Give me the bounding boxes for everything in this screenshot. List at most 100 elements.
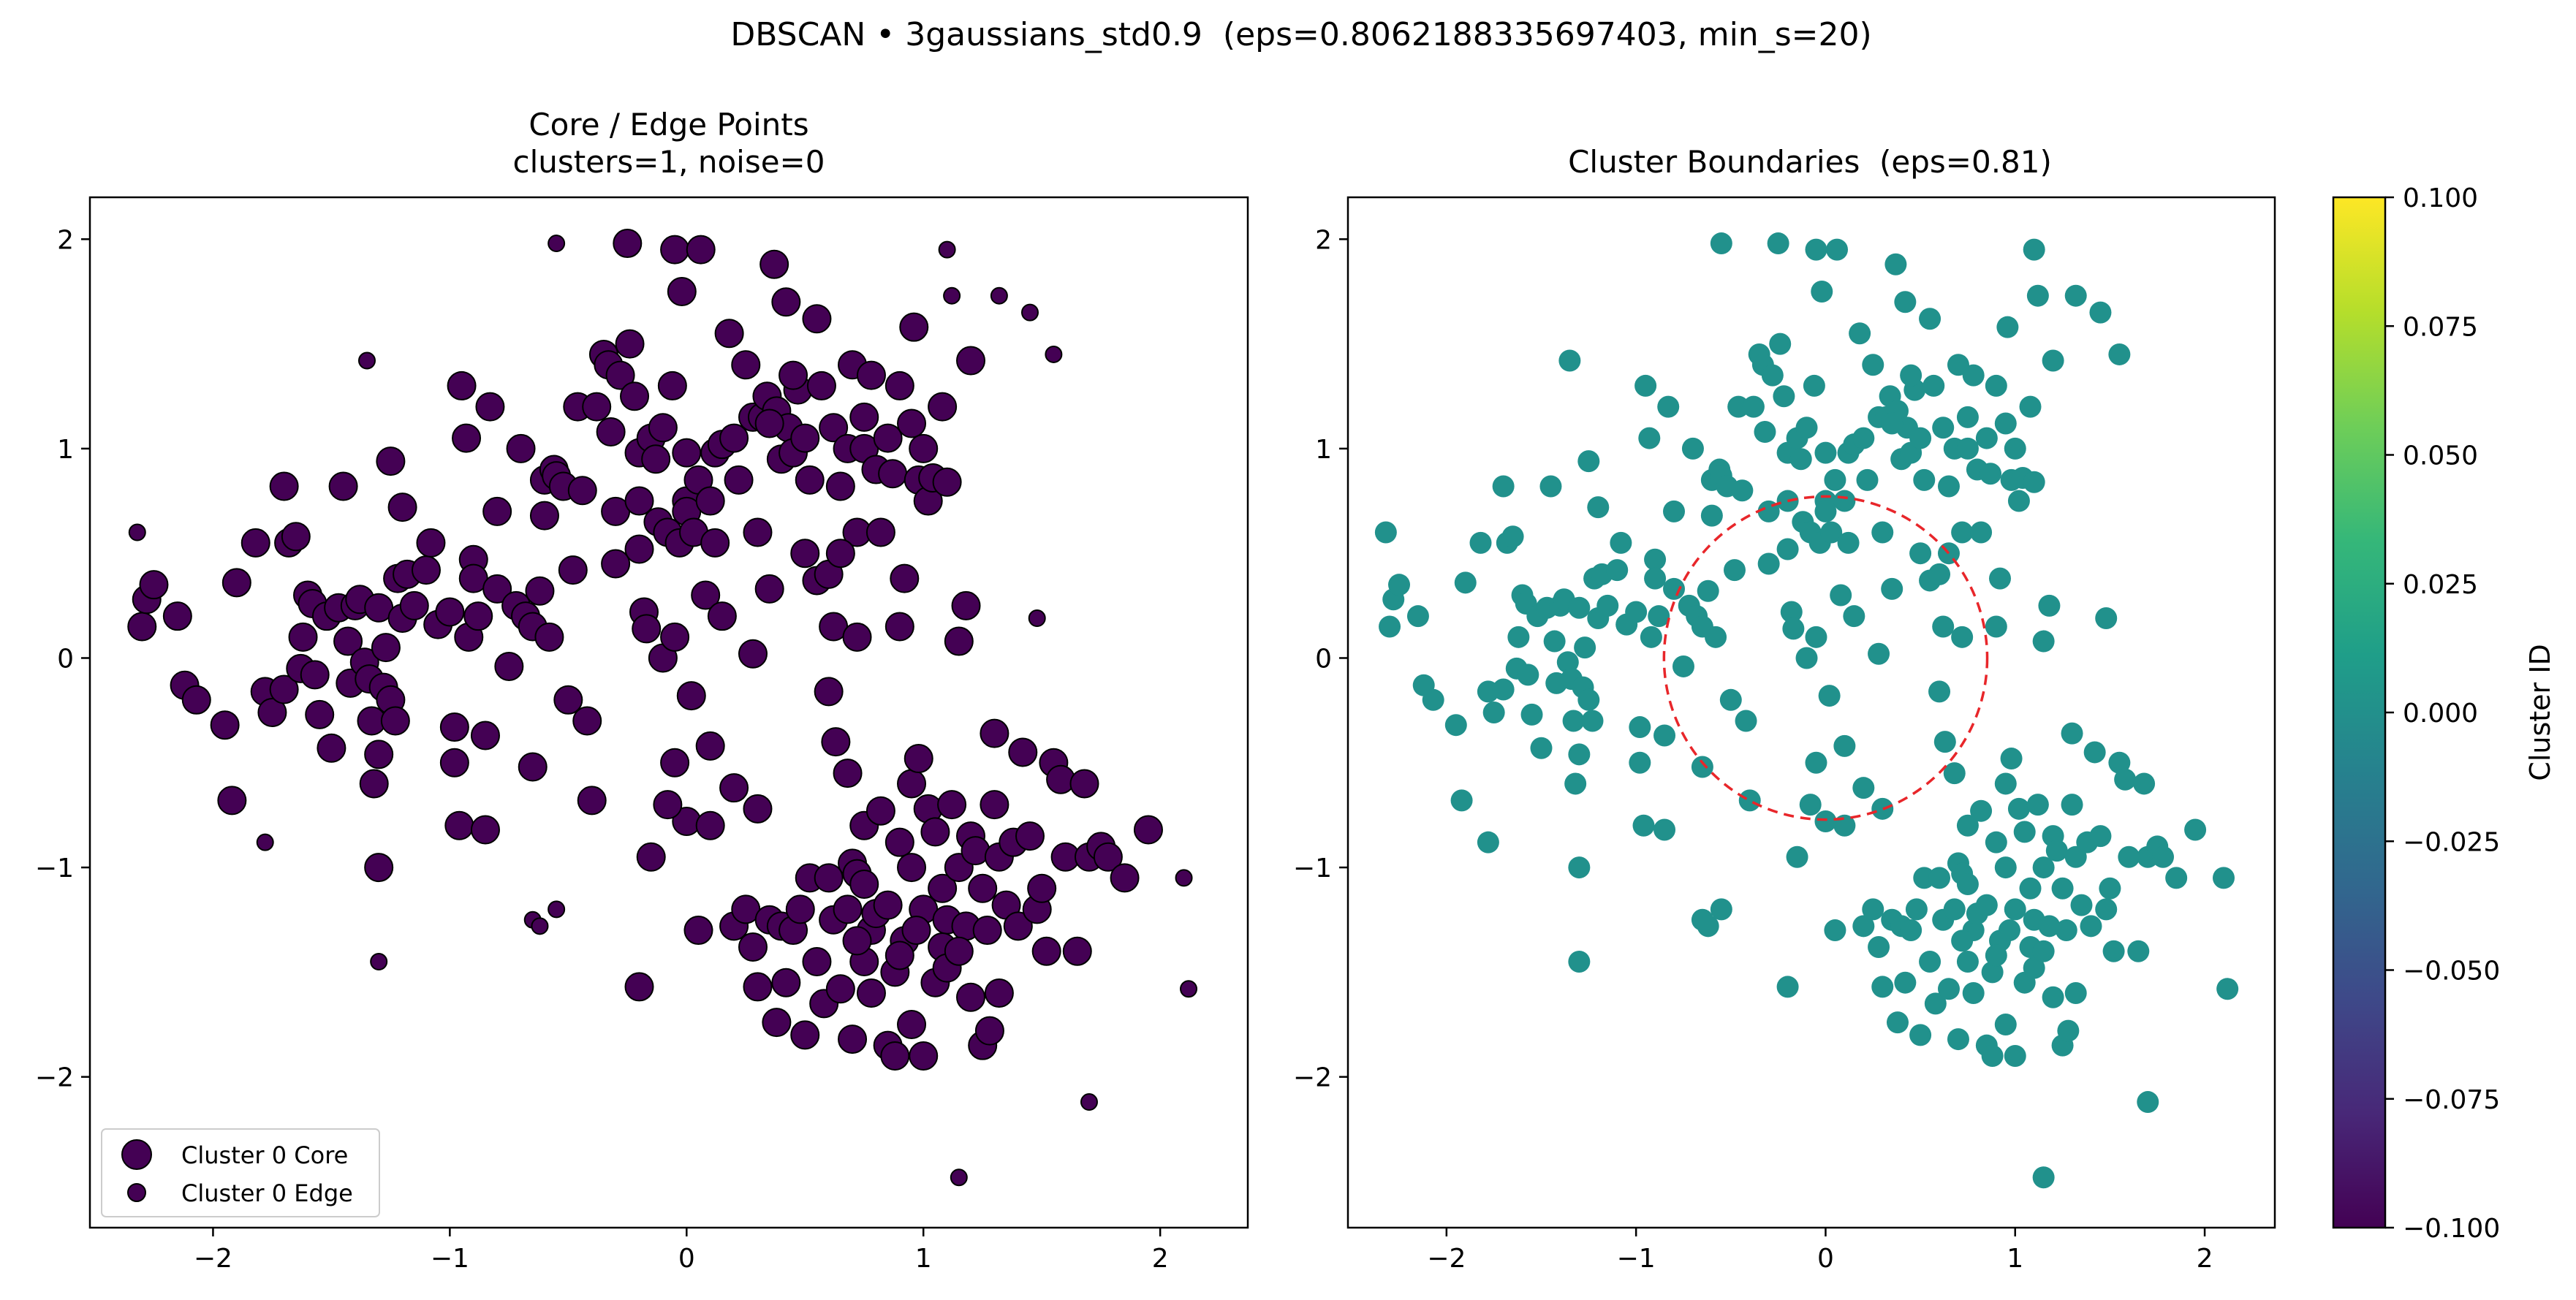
core-point (849, 402, 879, 432)
edge-point (1045, 345, 1063, 363)
core-point (932, 467, 962, 497)
cluster-point (2070, 894, 2093, 916)
core-point (1062, 936, 1092, 966)
cluster-point (1824, 919, 1846, 942)
cluster-point (1469, 531, 1492, 554)
cluster-point (1805, 626, 1827, 648)
core-point (411, 555, 441, 585)
cluster-point (2023, 957, 2045, 979)
cluster-point (1761, 364, 1784, 387)
cluster-point (1962, 364, 1985, 387)
figure-title: DBSCAN • 3gaussians_std0.9 (eps=0.806218… (730, 16, 1871, 53)
edge-point (1175, 869, 1193, 887)
cluster-point (1663, 500, 1686, 522)
cluster-point (2089, 825, 2112, 848)
core-point (984, 978, 1014, 1008)
core-point (865, 796, 895, 826)
cluster-point (1653, 818, 1676, 841)
cluster-point (1975, 427, 1998, 449)
cluster-point (1644, 567, 1667, 590)
core-point (672, 438, 702, 468)
core-point (162, 601, 192, 631)
core-point (127, 612, 157, 642)
cluster-point (1871, 797, 1894, 820)
core-point (980, 790, 1009, 820)
cluster-point (1909, 542, 1932, 565)
core-point (582, 392, 612, 422)
core-point (387, 493, 417, 522)
cluster-point (2023, 471, 2045, 493)
edge-point (256, 833, 274, 851)
core-point (482, 574, 512, 604)
core-point (884, 612, 914, 642)
cluster-point (2061, 794, 2083, 816)
core-point (802, 304, 832, 334)
cluster-point (1757, 552, 1780, 575)
panel1-xtick-label: −2 (194, 1244, 232, 1274)
core-point (596, 417, 626, 446)
cluster-point (1909, 427, 1932, 449)
core-point (470, 721, 500, 750)
core-point (691, 580, 721, 610)
edge-point (950, 1168, 968, 1187)
core-point (439, 748, 469, 778)
cluster-point (1937, 978, 1960, 1000)
core-point (439, 712, 469, 742)
core-point (1015, 821, 1045, 851)
panel2-xtick-label: 1 (2007, 1244, 2023, 1274)
core-point (305, 699, 335, 729)
cluster-point (1900, 364, 1922, 387)
panel1-ytick-label: −1 (35, 854, 74, 883)
cluster-point (1994, 856, 2017, 879)
legend-edge-label: Cluster 0 Edge (181, 1179, 353, 1207)
cluster-point (1956, 951, 1979, 973)
cluster-point (2023, 238, 2045, 261)
core-point (838, 1025, 868, 1054)
core-point (833, 894, 863, 924)
cluster-point (1985, 374, 2007, 397)
core-point (700, 528, 730, 558)
core-point (601, 549, 631, 579)
colorbar-tick-label: 0.100 (2403, 183, 2478, 213)
core-point (899, 312, 929, 342)
core-point (901, 916, 931, 946)
cluster-point (1881, 577, 1903, 600)
core-point (641, 444, 671, 474)
core-point (724, 465, 754, 495)
cluster-point (1970, 521, 1993, 544)
cluster-point (1928, 680, 1951, 703)
core-point (707, 601, 737, 631)
core-point (624, 534, 654, 564)
colorbar-ticks: 0.100 0.075 0.050 0.025 0.000 −0.025 −0.050 −0.… (2385, 183, 2500, 1244)
cluster-point (1767, 232, 1789, 255)
cluster-point (1956, 406, 1979, 428)
edge-point (1080, 1093, 1098, 1111)
cluster-point (2133, 772, 2156, 795)
core-point (558, 555, 588, 585)
cluster-point (1975, 894, 1998, 916)
core-point (873, 890, 903, 920)
panel2-ytick-label: 0 (1315, 644, 1332, 674)
cluster-point (2000, 748, 2023, 770)
cluster-point (1672, 655, 1694, 677)
colorbar-tick-label: 0.000 (2403, 699, 2478, 729)
core-point (897, 408, 927, 438)
core-point (956, 346, 986, 376)
colorbar: 0.100 0.075 0.050 0.025 0.000 −0.025 −0.050 −0.… (2332, 183, 2556, 1244)
core-point (416, 528, 446, 558)
panel2-xtick-label: −1 (1617, 1244, 1656, 1274)
colorbar-tick-label: −0.100 (2403, 1214, 2500, 1244)
core-point (660, 235, 690, 265)
cluster-point (2042, 986, 2064, 1008)
core-point (288, 622, 318, 652)
cluster-point (1868, 642, 1890, 665)
core-point (328, 471, 358, 501)
cluster-point (1492, 678, 1515, 701)
cluster-point (1742, 395, 1765, 418)
core-point (333, 626, 363, 656)
cluster-point (1837, 531, 1860, 554)
cluster-point (2007, 797, 2030, 820)
cluster-point (1852, 777, 1875, 799)
cluster-point (2004, 1045, 2026, 1067)
core-point (937, 790, 967, 820)
